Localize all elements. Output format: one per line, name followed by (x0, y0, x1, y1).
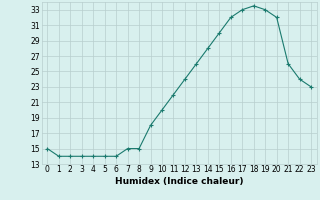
X-axis label: Humidex (Indice chaleur): Humidex (Indice chaleur) (115, 177, 244, 186)
